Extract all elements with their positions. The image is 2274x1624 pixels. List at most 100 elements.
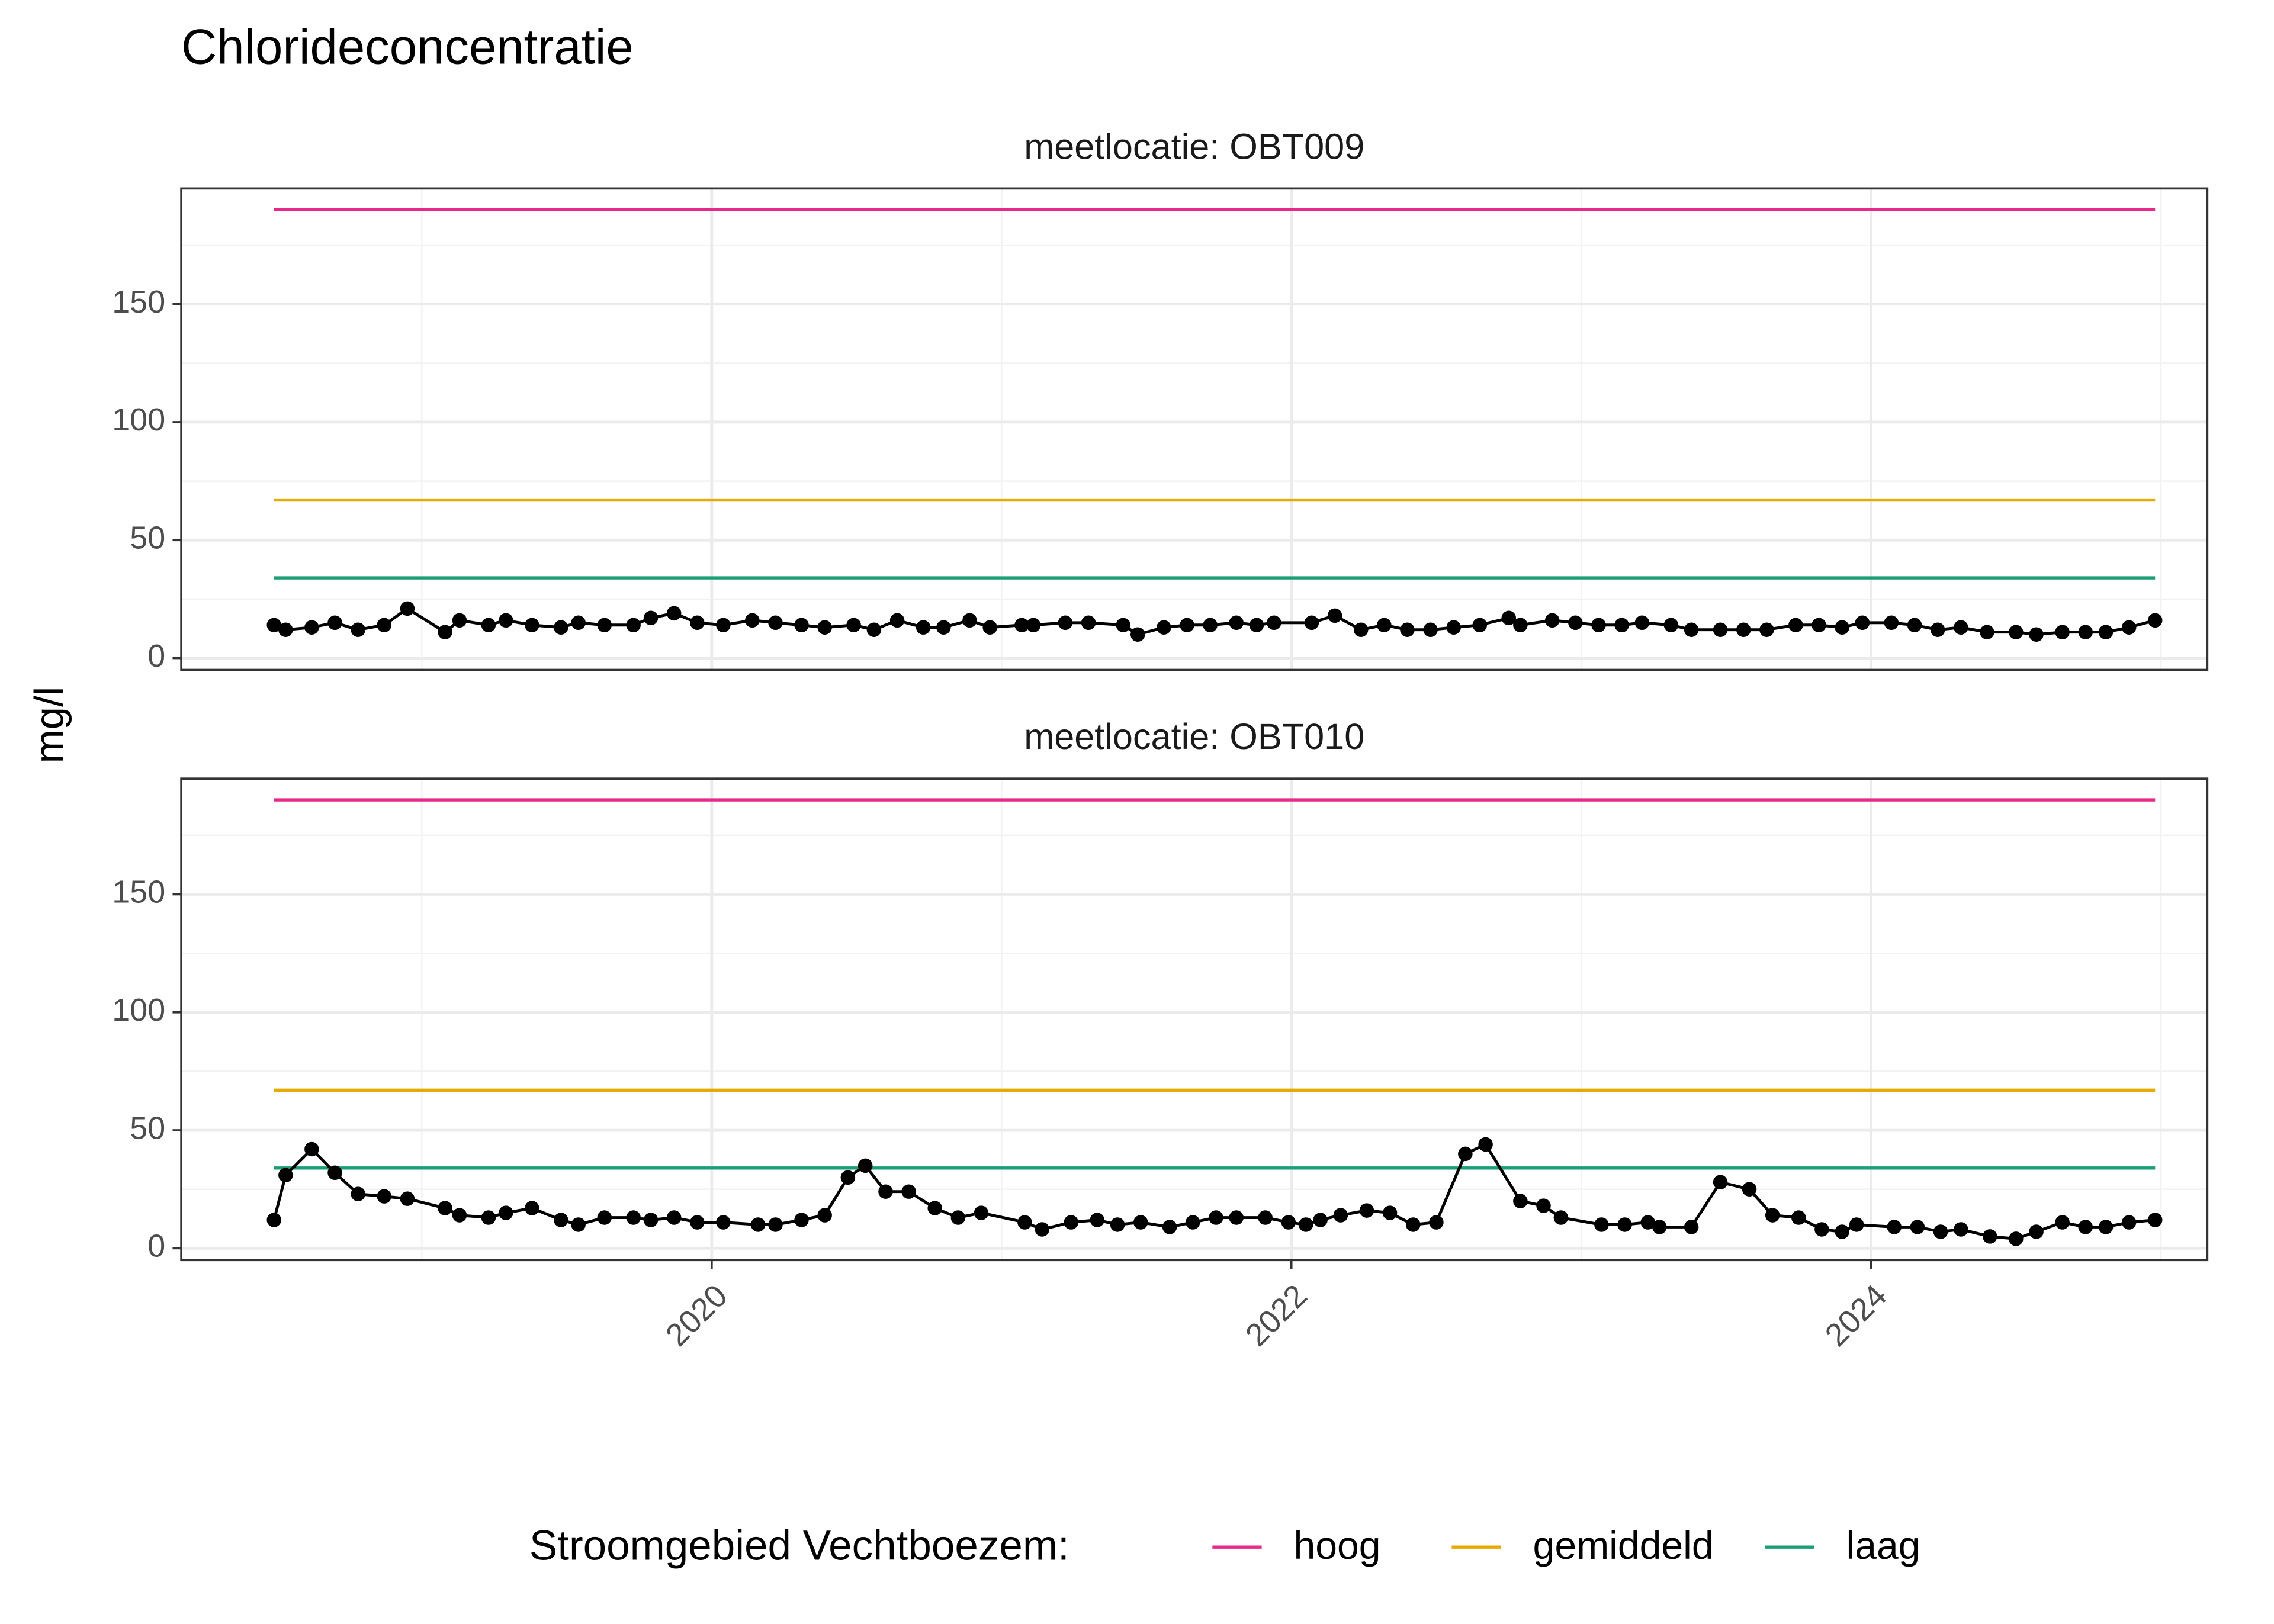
panel-title: meetlocatie: OBT009 xyxy=(1024,126,1364,166)
data-point xyxy=(846,618,861,633)
data-point xyxy=(1553,1210,1569,1225)
data-point xyxy=(1267,615,1281,631)
data-point xyxy=(1954,620,1968,635)
data-point xyxy=(840,1170,856,1185)
data-point xyxy=(571,615,586,631)
data-point xyxy=(1429,1215,1444,1230)
data-point xyxy=(817,1208,832,1223)
data-point xyxy=(438,1201,452,1215)
data-point xyxy=(626,618,641,633)
data-point xyxy=(1634,615,1650,631)
data-point xyxy=(1014,618,1029,633)
data-point xyxy=(626,1210,641,1225)
y-tick-label: 150 xyxy=(112,284,165,320)
panel-border xyxy=(180,777,2209,1262)
data-point xyxy=(1327,608,1342,623)
data-point xyxy=(1304,615,1319,631)
data-point xyxy=(525,1201,539,1215)
data-point xyxy=(1406,1217,1421,1232)
data-point xyxy=(768,615,783,631)
panel-border xyxy=(180,187,2209,671)
data-point xyxy=(1930,622,1945,637)
data-point xyxy=(750,1217,766,1232)
data-point xyxy=(1423,622,1438,637)
data-point xyxy=(554,620,568,635)
data-point xyxy=(1849,1217,1864,1232)
data-point xyxy=(1544,613,1560,628)
data-point xyxy=(597,618,612,633)
data-point xyxy=(377,618,391,633)
data-point xyxy=(1313,1213,1328,1227)
data-point xyxy=(1814,1222,1829,1237)
data-point xyxy=(2029,627,2044,642)
data-point xyxy=(1157,620,1171,635)
data-point xyxy=(351,1186,365,1201)
data-point xyxy=(690,1215,705,1230)
y-tick-label: 150 xyxy=(112,874,165,910)
data-point xyxy=(643,1213,659,1227)
data-point xyxy=(1855,615,1870,631)
legend-label: gemiddeld xyxy=(1533,1524,1714,1568)
data-point xyxy=(1203,618,1218,633)
data-point xyxy=(400,601,415,616)
data-point xyxy=(1180,618,1194,633)
data-point xyxy=(1229,1210,1244,1225)
data-point xyxy=(351,622,365,637)
data-point xyxy=(927,1201,942,1215)
data-point xyxy=(1742,1182,1757,1197)
data-point xyxy=(1229,615,1244,631)
data-point xyxy=(1400,622,1415,637)
data-point xyxy=(1835,620,1849,635)
data-point xyxy=(1281,1215,1296,1230)
data-point xyxy=(1446,620,1462,635)
data-point xyxy=(327,615,342,631)
data-point xyxy=(1617,1217,1632,1232)
data-point xyxy=(499,613,513,628)
data-point xyxy=(327,1165,342,1181)
data-point xyxy=(481,1210,496,1225)
data-point xyxy=(1536,1198,1551,1213)
data-point xyxy=(1736,622,1751,637)
legend-label: laag xyxy=(1846,1524,1920,1568)
chart-title: Chlorideconcentratie xyxy=(181,20,634,75)
panel-title: meetlocatie: OBT010 xyxy=(1024,716,1364,757)
data-point xyxy=(716,1215,731,1230)
data-point xyxy=(1026,618,1041,633)
y-tick-label: 0 xyxy=(147,638,165,674)
data-point xyxy=(1568,615,1583,631)
data-point xyxy=(1765,1208,1780,1223)
data-point xyxy=(2078,1220,2093,1234)
data-point xyxy=(266,1213,281,1227)
data-point xyxy=(716,618,731,633)
data-point xyxy=(481,618,496,633)
data-point xyxy=(857,1158,873,1173)
data-point xyxy=(525,618,539,633)
data-point xyxy=(643,610,659,626)
data-point xyxy=(2121,620,2137,635)
y-tick-label: 100 xyxy=(112,402,165,438)
data-point xyxy=(2078,625,2093,639)
data-point xyxy=(597,1210,612,1225)
data-point xyxy=(1458,1146,1473,1162)
data-point xyxy=(1359,1203,1374,1218)
data-point xyxy=(1110,1217,1125,1232)
data-point xyxy=(1684,622,1699,637)
data-point xyxy=(950,1210,966,1225)
data-point xyxy=(1478,1137,1493,1152)
data-point xyxy=(1116,618,1131,633)
data-point xyxy=(974,1205,989,1220)
data-point xyxy=(1130,627,1145,642)
data-point xyxy=(889,613,905,628)
data-point xyxy=(400,1191,415,1206)
data-point xyxy=(1186,1215,1200,1230)
data-point xyxy=(1884,615,1899,631)
data-point xyxy=(304,1141,319,1157)
data-point xyxy=(1035,1222,1050,1237)
data-point xyxy=(2055,1215,2070,1230)
data-point xyxy=(1713,622,1728,637)
data-point xyxy=(1249,618,1264,633)
data-point xyxy=(2009,625,2024,639)
data-point xyxy=(745,613,760,628)
data-point xyxy=(2009,1231,2024,1246)
y-tick-label: 50 xyxy=(130,520,165,556)
